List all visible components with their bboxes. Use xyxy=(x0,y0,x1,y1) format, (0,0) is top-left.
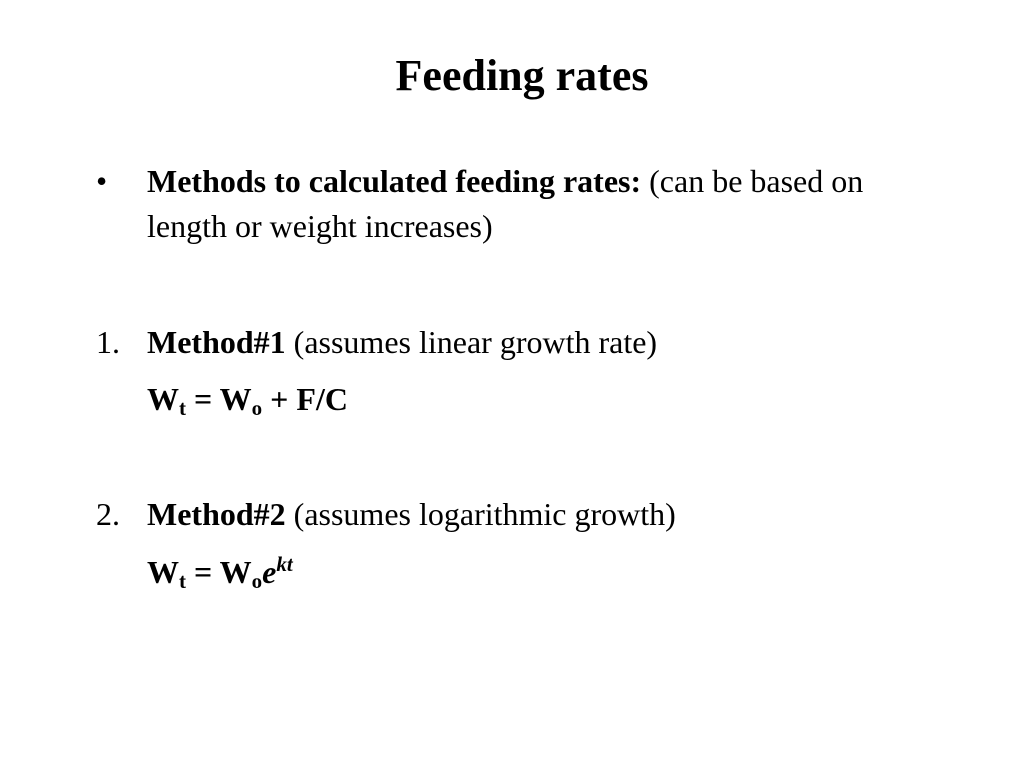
eq2-lhs-sub: t xyxy=(179,569,186,593)
method-2-equation: Wt = Woekt xyxy=(147,550,293,595)
method-2-name: Method#2 xyxy=(147,496,286,532)
eq2-lhs-var: W xyxy=(147,554,179,590)
eq2-equals: = xyxy=(186,554,220,590)
eq2-rhs-sub: o xyxy=(251,569,263,593)
method-1-name: Method#1 xyxy=(147,324,286,360)
bullet-marker: • xyxy=(96,163,108,199)
method-1-note: (assumes linear growth rate) xyxy=(285,324,658,360)
method-2-note: (assumes logarithmic growth) xyxy=(285,496,676,532)
bullet-bold-text: Methods to calculated feeding rates: xyxy=(147,163,642,199)
eq1-equals: = xyxy=(186,381,220,417)
method-2-text: Method#2 (assumes logarithmic growth) xyxy=(147,492,947,537)
bullet-text: Methods to calculated feeding rates: (ca… xyxy=(147,159,947,249)
eq1-lhs-sub: t xyxy=(179,396,186,420)
eq1-rhs-var: W xyxy=(219,381,252,417)
eq2-rhs-var: W xyxy=(219,554,252,590)
eq2-exponent-text: kt xyxy=(276,552,293,576)
slide-title: Feeding rates xyxy=(395,51,649,100)
eq2-base: e xyxy=(262,554,277,590)
eq1-rhs-sub: o xyxy=(251,396,263,420)
eq1-lhs-var: W xyxy=(147,381,179,417)
method-1-number: 1. xyxy=(96,324,120,360)
method-1-equation: Wt = Wo + F/C xyxy=(147,377,348,422)
bullet-normal-text: (can be based on length or weight increa… xyxy=(147,163,864,244)
eq1-rhs-rest: + F/C xyxy=(262,381,348,417)
method-1-text: Method#1 (assumes linear growth rate) xyxy=(147,320,947,365)
method-2-number: 2. xyxy=(96,496,120,532)
eq2-exponent: kt xyxy=(276,552,292,576)
